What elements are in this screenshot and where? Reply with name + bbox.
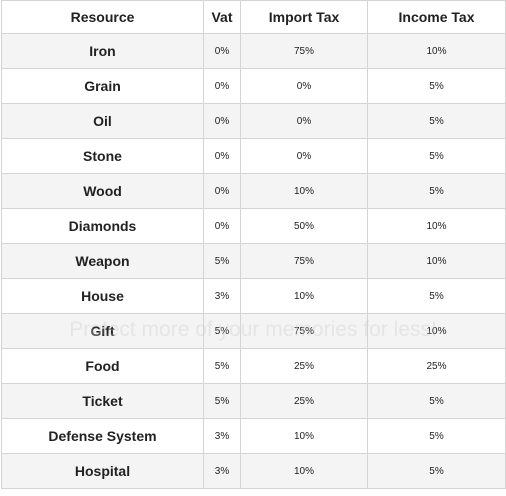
tax-cell: 10% <box>240 173 368 209</box>
table-row: Iron 0% 75% 10% <box>1 33 506 69</box>
resource-cell: Iron <box>1 33 204 69</box>
tax-cell: 5% <box>203 383 241 419</box>
tax-cell: 3% <box>203 453 241 489</box>
tax-cell: 10% <box>367 208 506 244</box>
resource-cell: Gift <box>1 313 204 349</box>
tax-cell: 10% <box>240 418 368 454</box>
tax-cell: 5% <box>367 138 506 174</box>
table-row: Ticket 5% 25% 5% <box>1 383 506 419</box>
tax-cell: 5% <box>203 313 241 349</box>
header-cell: Import Tax <box>240 0 368 34</box>
header-row: Resource Vat Import Tax Income Tax <box>1 0 506 34</box>
table-row: Grain 0% 0% 5% <box>1 68 506 104</box>
tax-cell: 10% <box>367 243 506 279</box>
tax-cell: 25% <box>240 383 368 419</box>
tax-cell: 3% <box>203 278 241 314</box>
tax-cell: 5% <box>367 68 506 104</box>
tax-cell: 0% <box>240 68 368 104</box>
resource-cell: Stone <box>1 138 204 174</box>
tax-cell: 0% <box>203 103 241 139</box>
resource-cell: Hospital <box>1 453 204 489</box>
table-row: Weapon 5% 75% 10% <box>1 243 506 279</box>
tax-cell: 5% <box>367 103 506 139</box>
resource-cell: Ticket <box>1 383 204 419</box>
table-row: Defense System 3% 10% 5% <box>1 418 506 454</box>
resource-cell: Oil <box>1 103 204 139</box>
tax-cell: 50% <box>240 208 368 244</box>
tax-cell: 10% <box>240 453 368 489</box>
tax-cell: 10% <box>240 278 368 314</box>
table-row: Food 5% 25% 25% <box>1 348 506 384</box>
tax-cell: 75% <box>240 313 368 349</box>
tax-cell: 0% <box>240 138 368 174</box>
tax-cell: 10% <box>367 33 506 69</box>
tax-cell: 5% <box>367 278 506 314</box>
table-row: Stone 0% 0% 5% <box>1 138 506 174</box>
resource-cell: Wood <box>1 173 204 209</box>
tax-cell: 25% <box>367 348 506 384</box>
table-row: Hospital 3% 10% 5% <box>1 453 506 489</box>
resource-cell: Weapon <box>1 243 204 279</box>
tax-cell: 5% <box>367 383 506 419</box>
tax-cell: 10% <box>367 313 506 349</box>
table-row: Gift 5% 75% 10% <box>1 313 506 349</box>
tax-cell: 5% <box>367 453 506 489</box>
resource-cell: Grain <box>1 68 204 104</box>
resource-cell: House <box>1 278 204 314</box>
tax-cell: 75% <box>240 33 368 69</box>
tax-cell: 0% <box>203 138 241 174</box>
tax-cell: 75% <box>240 243 368 279</box>
table-row: Diamonds 0% 50% 10% <box>1 208 506 244</box>
resource-cell: Food <box>1 348 204 384</box>
table-row: Wood 0% 10% 5% <box>1 173 506 209</box>
tax-cell: 0% <box>203 208 241 244</box>
tax-cell: 0% <box>203 33 241 69</box>
header-cell: Resource <box>1 0 204 34</box>
resource-cell: Diamonds <box>1 208 204 244</box>
tax-cell: 5% <box>367 173 506 209</box>
resource-cell: Defense System <box>1 418 204 454</box>
tax-cell: 5% <box>203 243 241 279</box>
tax-cell: 5% <box>203 348 241 384</box>
tax-cell: 0% <box>240 103 368 139</box>
tax-cell: 3% <box>203 418 241 454</box>
tax-cell: 0% <box>203 68 241 104</box>
tax-cell: 5% <box>367 418 506 454</box>
table-row: Oil 0% 0% 5% <box>1 103 506 139</box>
tax-cell: 25% <box>240 348 368 384</box>
header-cell: Vat <box>203 0 241 34</box>
header-cell: Income Tax <box>367 0 506 34</box>
tax-cell: 0% <box>203 173 241 209</box>
table-row: House 3% 10% 5% <box>1 278 506 314</box>
